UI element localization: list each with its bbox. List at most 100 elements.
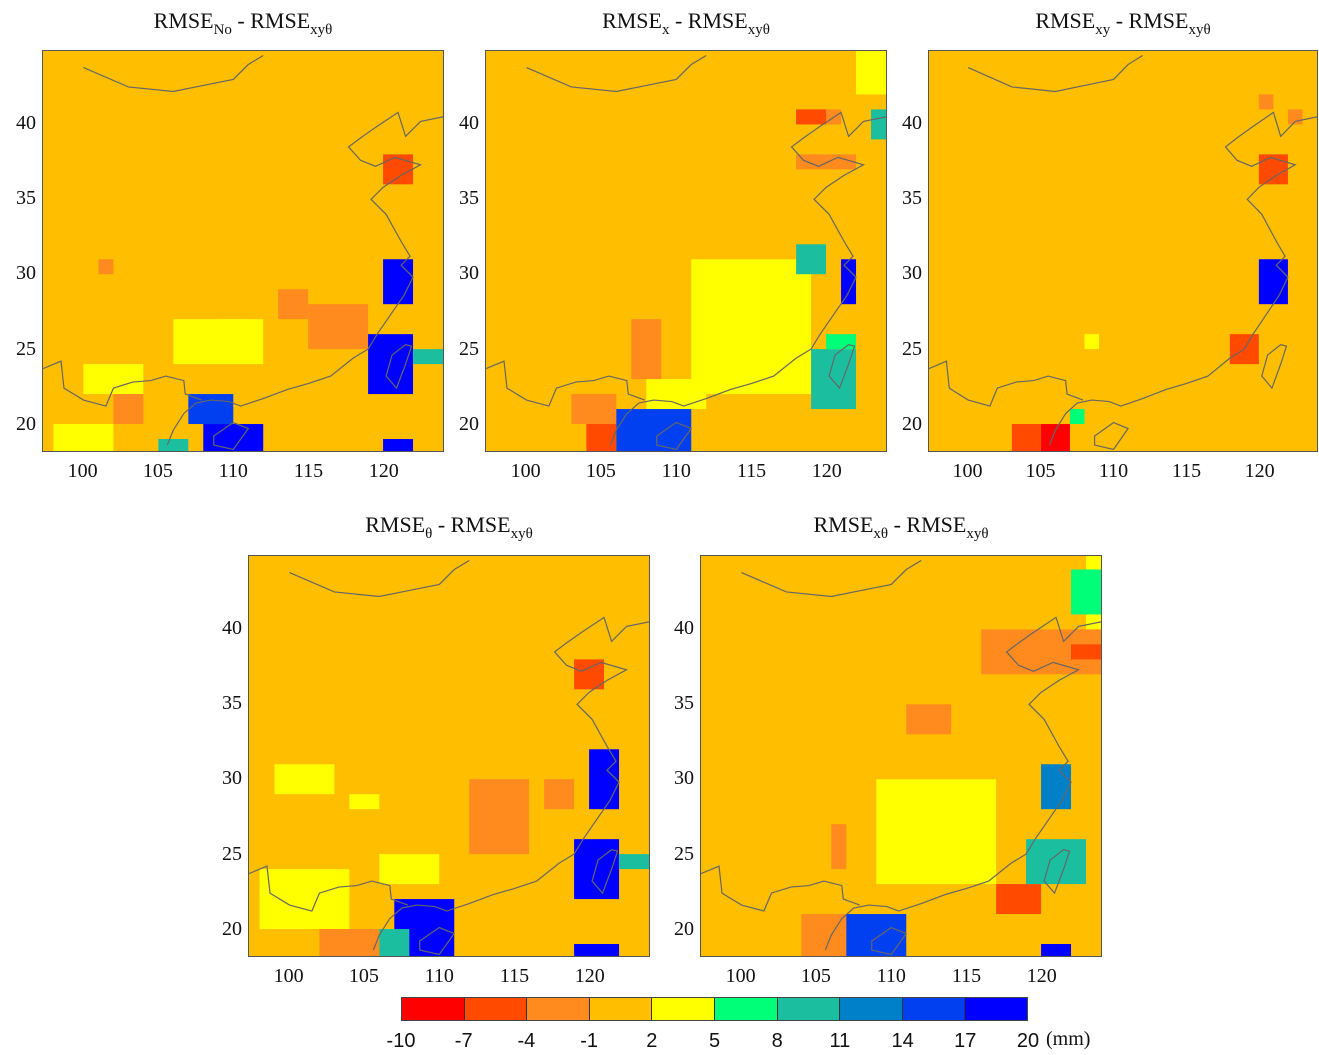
y-tick-label: 25	[222, 842, 242, 865]
colorbar	[401, 997, 1028, 1021]
panel-title: RMSEθ - RMSExyθ	[365, 512, 533, 542]
anomaly-patch	[379, 854, 440, 885]
map-svg	[701, 556, 1101, 956]
y-tick-label: 20	[674, 917, 694, 940]
anomaly-patch	[383, 439, 414, 451]
anomaly-patch	[203, 424, 264, 451]
y-tick-label: 30	[16, 262, 36, 285]
colorbar-swatch	[840, 998, 903, 1020]
anomaly-patch	[796, 244, 827, 275]
x-tick-label: 100	[273, 965, 304, 987]
anomaly-patch	[278, 289, 309, 320]
x-tick-label: 120	[574, 965, 605, 987]
y-tick-label: 40	[902, 111, 922, 134]
hainan-outline	[213, 421, 250, 451]
panel-title: RMSExy - RMSExyθ	[1035, 8, 1211, 38]
anomaly-patch	[841, 259, 857, 305]
map-area	[42, 50, 444, 452]
anomaly-patch	[218, 319, 249, 335]
x-tick-label: 120	[368, 460, 399, 482]
y-tick-label: 25	[459, 337, 479, 360]
x-tick-label: 105	[1025, 460, 1056, 482]
anomaly-patch	[906, 704, 952, 735]
x-tick-label: 100	[67, 460, 98, 482]
x-tick-label: 120	[1244, 460, 1275, 482]
anomaly-patch	[1071, 569, 1101, 615]
y-tick-label: 20	[222, 917, 242, 940]
colorbar-swatch	[402, 998, 465, 1020]
colorbar-tick-label: 20	[1016, 1030, 1040, 1052]
taiwan-outline	[1043, 848, 1071, 895]
y-tick-label: 35	[674, 692, 694, 715]
x-tick-label: 110	[1098, 460, 1129, 482]
colorbar-tick-label: -10	[386, 1030, 416, 1052]
north-border-line	[526, 54, 707, 93]
anomaly-patch	[544, 779, 575, 810]
coastline	[609, 111, 886, 446]
y-tick-label: 40	[459, 111, 479, 134]
anomaly-patch	[349, 794, 380, 810]
anomaly-patch	[876, 779, 997, 885]
north-border-line	[289, 559, 470, 598]
taiwan-outline	[591, 848, 619, 895]
map-area	[485, 50, 887, 452]
map-svg	[249, 559, 649, 956]
anomaly-patch	[796, 109, 827, 125]
x-tick-label: 120	[811, 460, 842, 482]
colorbar-tick-label: 5	[708, 1030, 721, 1052]
anomaly-patch	[1258, 154, 1288, 185]
y-tick-label: 25	[16, 337, 36, 360]
y-tick-label: 30	[674, 767, 694, 790]
y-tick-label: 25	[674, 842, 694, 865]
y-tick-label: 20	[459, 412, 479, 435]
anomaly-patch	[646, 379, 707, 410]
x-tick-label: 115	[951, 965, 982, 987]
anomaly-patch	[98, 259, 114, 275]
anomaly-patch	[811, 349, 857, 410]
y-tick-label: 20	[902, 412, 922, 435]
colorbar-tick-label: 11	[829, 1030, 851, 1052]
panel-title: RMSENo - RMSExyθ	[153, 8, 333, 38]
anomaly-patch	[1258, 259, 1288, 305]
x-tick-label: 100	[952, 460, 983, 482]
anomaly-patch	[319, 929, 380, 956]
north-border-line	[967, 54, 1143, 93]
border-line	[701, 865, 861, 912]
y-tick-label: 20	[16, 412, 36, 435]
anomaly-patch	[631, 319, 662, 380]
anomaly-patch	[413, 349, 443, 365]
colorbar-swatch	[777, 998, 841, 1020]
x-tick-label: 115	[499, 965, 530, 987]
x-tick-label: 115	[1171, 460, 1202, 482]
colorbar-tick-label: 8	[771, 1030, 783, 1052]
anomaly-patch	[259, 869, 350, 930]
y-tick-label: 40	[16, 111, 36, 134]
taiwan-outline	[1261, 343, 1288, 390]
anomaly-patch	[1041, 944, 1072, 956]
anomaly-patch	[856, 51, 886, 95]
x-tick-label: 105	[348, 965, 379, 987]
x-tick-label: 115	[293, 460, 324, 482]
taiwan-outline	[828, 343, 856, 390]
colorbar-swatch	[714, 998, 778, 1020]
anomaly-patch	[826, 334, 857, 350]
y-tick-label: 30	[459, 262, 479, 285]
colorbar-swatch	[527, 998, 590, 1020]
colorbar-tick-label: -1	[580, 1030, 598, 1052]
y-tick-label: 25	[902, 337, 922, 360]
anomaly-patch	[846, 914, 907, 956]
anomaly-patch	[1069, 409, 1085, 425]
border-line	[43, 360, 203, 407]
colorbar-tick-label: 14	[891, 1030, 914, 1052]
y-tick-label: 30	[902, 262, 922, 285]
y-tick-label: 35	[16, 187, 36, 210]
y-tick-label: 40	[222, 616, 242, 639]
anomaly-patch	[691, 259, 812, 395]
anomaly-patch	[831, 824, 847, 870]
border-line	[929, 360, 1084, 407]
taiwan-outline	[385, 343, 413, 390]
x-tick-label: 110	[424, 965, 454, 987]
colorbar-swatch	[965, 998, 1027, 1020]
coastline	[1049, 111, 1317, 446]
hainan-outline	[419, 926, 456, 956]
